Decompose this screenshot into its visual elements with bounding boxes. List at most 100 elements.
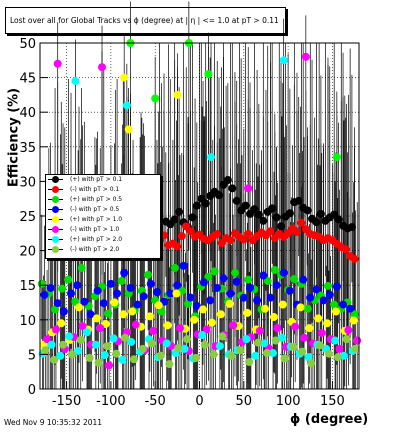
data-point — [186, 227, 195, 236]
data-point — [244, 275, 253, 284]
data-point — [128, 307, 137, 316]
data-point — [344, 326, 353, 335]
legend-item: (+) with pT > 1.0 — [46, 215, 160, 224]
data-point — [133, 300, 142, 309]
legend: (+) with pT > 0.1 (-) with pT > 0.1 (+) … — [45, 174, 161, 259]
data-point — [339, 351, 348, 360]
data-point — [96, 324, 105, 333]
data-point — [67, 289, 76, 298]
data-point — [242, 335, 251, 344]
data-point — [272, 281, 281, 290]
data-point — [223, 176, 232, 185]
data-point — [268, 204, 277, 213]
data-point — [64, 275, 73, 284]
data-point — [259, 216, 268, 225]
data-point — [269, 313, 278, 322]
data-point — [118, 355, 127, 364]
data-point — [314, 314, 323, 323]
data-point — [239, 235, 248, 244]
data-point — [272, 213, 281, 222]
data-point — [126, 283, 135, 292]
data-point — [65, 332, 74, 341]
data-point — [254, 210, 263, 219]
data-point — [301, 52, 310, 61]
data-point — [331, 336, 340, 345]
data-point — [179, 261, 188, 270]
data-point — [303, 304, 312, 313]
data-point — [191, 353, 200, 362]
data-point — [306, 293, 315, 302]
data-point — [243, 308, 252, 317]
data-point — [129, 355, 138, 364]
data-point — [304, 353, 313, 362]
data-point — [259, 271, 268, 280]
data-point — [290, 274, 299, 283]
data-point — [199, 278, 208, 287]
legend-marker — [52, 206, 59, 213]
data-point — [312, 218, 321, 227]
legend-marker — [52, 216, 59, 223]
legend-item: (+) with pT > 0.5 — [46, 195, 160, 204]
data-point — [350, 310, 359, 319]
data-point — [112, 349, 121, 358]
data-point — [192, 201, 201, 210]
data-point — [51, 305, 60, 314]
legend-item: (-) with pT > 0.5 — [46, 205, 160, 214]
data-point — [317, 328, 326, 337]
data-point — [170, 215, 179, 224]
data-point — [37, 279, 46, 288]
data-point — [47, 340, 56, 349]
data-point — [347, 223, 356, 232]
data-point — [51, 325, 60, 334]
data-point — [93, 286, 102, 295]
data-point — [207, 153, 216, 162]
data-point — [113, 289, 122, 298]
data-point — [41, 346, 50, 355]
data-point — [245, 358, 254, 367]
y-axis-label: Efficiency (%) — [6, 87, 22, 188]
data-point — [199, 305, 208, 314]
data-point — [236, 346, 245, 355]
data-point — [177, 232, 186, 241]
data-point — [127, 337, 136, 346]
data-point — [241, 201, 250, 210]
data-point — [206, 296, 215, 305]
data-point — [57, 319, 66, 328]
y-tick-label: 20 — [19, 245, 36, 260]
data-point — [349, 316, 358, 325]
data-point — [239, 293, 248, 302]
data-point — [255, 326, 264, 335]
data-point — [289, 342, 298, 351]
data-point — [285, 286, 294, 295]
data-point — [300, 333, 309, 342]
data-point — [244, 184, 253, 193]
data-point — [227, 351, 236, 360]
data-point — [183, 335, 192, 344]
data-point — [154, 301, 163, 310]
data-point — [152, 288, 161, 297]
data-point — [279, 56, 288, 65]
data-points — [37, 39, 362, 370]
data-point — [285, 209, 294, 218]
x-tick-label: -150 — [52, 394, 82, 409]
data-point — [190, 315, 199, 324]
data-point — [186, 293, 195, 302]
data-point — [307, 359, 316, 368]
data-point — [332, 153, 341, 162]
data-point — [119, 310, 128, 319]
data-point — [74, 303, 83, 312]
data-point — [204, 272, 213, 281]
legend-marker — [52, 176, 59, 183]
data-point — [232, 277, 241, 286]
data-point — [71, 77, 80, 86]
data-point — [200, 340, 209, 349]
data-point — [99, 299, 108, 308]
data-point — [210, 267, 219, 276]
data-point — [260, 339, 269, 348]
data-point — [350, 254, 359, 263]
data-point — [160, 231, 169, 240]
data-point — [120, 73, 129, 82]
data-point — [166, 289, 175, 298]
data-point — [175, 207, 184, 216]
